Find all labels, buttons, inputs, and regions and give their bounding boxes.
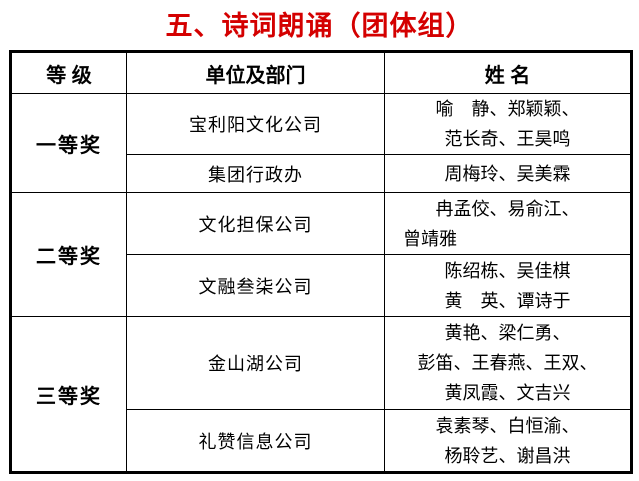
name-line: 周梅玲、吴美霖 — [444, 163, 571, 184]
names-cell: 冉孟佼、易俞江、 曾靖雅 — [384, 192, 632, 255]
unit-cell: 集团行政办 — [126, 154, 385, 193]
table-row: 集团行政办 周梅玲、吴美霖 — [11, 154, 632, 193]
names-cell: 周梅玲、吴美霖 — [384, 154, 632, 193]
unit-cell: 文融叁柒公司 — [126, 254, 385, 317]
name-line: 袁素琴、白恒渝、 — [435, 415, 580, 436]
table-row: 一等奖 宝利阳文化公司 喻 静、郑颖颖、 范长奇、王昊鸣 — [10, 93, 632, 193]
names-cell: 陈绍栋、吴佳棋 黄 英、谭诗于 — [384, 254, 632, 317]
names-cell: 黄艳、梁仁勇、 彭笛、王春燕、王双、 黄凤霞、文吉兴 — [384, 316, 632, 410]
name-line: 陈绍栋、吴佳棋 — [444, 260, 571, 281]
names-cell: 喻 静、郑颖颖、 范长奇、王昊鸣 — [384, 93, 632, 155]
table-row: 文融叁柒公司 陈绍栋、吴佳棋 黄 英、谭诗于 — [11, 254, 632, 317]
name-line: 范长奇、王昊鸣 — [444, 129, 571, 149]
table-header-row: 等 级 单位及部门 姓 名 — [10, 51, 632, 94]
name-line: 杨聆艺、谢昌洪 — [444, 445, 571, 466]
name-line: 彭笛、王春燕、王双、 — [417, 353, 598, 373]
name-line: 冉孟佼、易俞江、 — [435, 198, 580, 219]
name-line: 黄凤霞、文吉兴 — [444, 383, 571, 403]
column-header-name: 姓 名 — [384, 51, 632, 94]
names-cell: 袁素琴、白恒渝、 杨聆艺、谢昌洪 — [384, 409, 632, 473]
column-header-unit: 单位及部门 — [126, 51, 385, 94]
page-title: 五、诗词朗诵（团体组） — [165, 11, 474, 41]
unit-cell: 宝利阳文化公司 — [126, 93, 385, 155]
name-line: 曾靖雅 — [403, 228, 457, 249]
unit-cell: 文化担保公司 — [126, 192, 385, 255]
table-row: 礼赞信息公司 袁素琴、白恒渝、 杨聆艺、谢昌洪 — [11, 409, 632, 473]
grade-cell-first-prize: 一等奖 — [10, 93, 127, 193]
unit-cell: 礼赞信息公司 — [126, 409, 385, 473]
grade-cell-second-prize: 二等奖 — [10, 192, 127, 317]
unit-cell: 金山湖公司 — [126, 316, 385, 410]
table-row: 三等奖 金山湖公司 黄艳、梁仁勇、 彭笛、王春燕、王双、 黄凤霞、文吉兴 — [10, 316, 632, 473]
name-line: 喻 静、郑颖颖、 — [435, 99, 580, 119]
awards-table: 等 级 单位及部门 姓 名 一等奖 宝利阳文化公司 喻 静、郑颖颖、 范长奇、王… — [9, 50, 633, 474]
table-row: 二等奖 文化担保公司 冉孟佼、易俞江、 曾靖雅 — [10, 192, 632, 317]
name-line: 黄艳、梁仁勇、 — [444, 323, 571, 343]
column-header-grade: 等 级 — [10, 51, 127, 94]
name-line: 黄 英、谭诗于 — [444, 290, 571, 311]
grade-cell-third-prize: 三等奖 — [10, 316, 127, 473]
